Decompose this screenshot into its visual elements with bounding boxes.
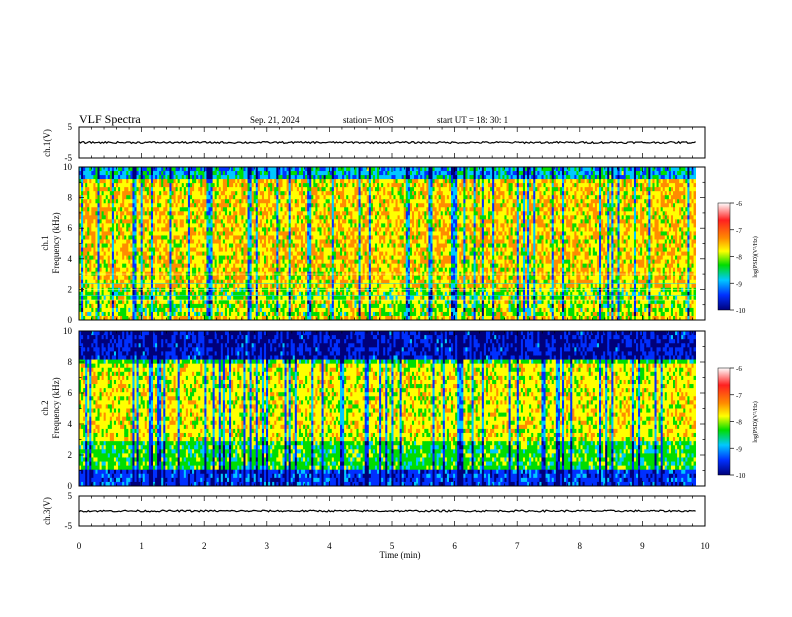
y-tick-label: 4 [68,419,73,429]
x-tick-label: 3 [265,541,270,551]
y-tick-label: 5 [68,491,73,501]
ch2-spectrogram-image [79,331,705,486]
x-tick-label: 10 [701,541,711,551]
colorbar-ch2-ticks: -6 -7 -8 -9 -10 [730,365,746,480]
y-tick-label: 4 [68,254,73,264]
y-tick-label: 0 [68,315,73,325]
x-tick-label: 7 [515,541,520,551]
y-tick-label: 5 [68,122,73,132]
ch1-waveform-trace [79,142,696,144]
x-tick-label: 8 [578,541,583,551]
ch1-spectrogram-ylabel-channel: ch.1 [40,235,50,250]
ch2-spectrogram-ylabel-channel: ch.2 [40,400,50,415]
header-start-time: start UT = 18: 30: 1 [437,115,508,125]
colorbar-tick-label: -10 [736,307,746,315]
y-tick-label: 6 [68,388,73,398]
header-date: Sep. 21, 2024 [250,115,300,125]
colorbar-ch1-label: log(PSD)(V²/Hz) [752,236,759,277]
x-tick-label: 2 [202,541,207,551]
y-tick-label: 0 [68,481,73,491]
x-tick-label: 6 [452,541,457,551]
ch1-spectrogram-image [79,167,705,320]
header-station: station= MOS [343,115,394,125]
y-tick-label: -5 [65,521,73,531]
colorbar-tick-label: -9 [736,280,742,288]
x-tick-label: 4 [327,541,332,551]
colorbar-tick-label: -7 [736,392,742,400]
y-tick-label: 2 [68,284,73,294]
x-tick-label: 1 [139,541,144,551]
figure-title: VLF Spectra [79,112,141,126]
y-tick-label: 6 [68,223,73,233]
ch1-waveform-ylabel: ch.1(V) [42,129,52,157]
colorbar-tick-label: -8 [736,254,742,262]
y-tick-label: 2 [68,450,73,460]
colorbar-tick-label: -7 [736,227,742,235]
x-axis-title: Time (min) [380,550,421,560]
colorbar-tick-label: -8 [736,419,742,427]
colorbar-ch1 [718,203,730,310]
colorbar-tick-label: -10 [736,472,746,480]
colorbar-ch2-label: log(PSD)(V²/Hz) [752,401,759,442]
x-tick-label: 9 [640,541,645,551]
x-tick-label: 0 [77,541,82,551]
y-tick-label: 8 [68,357,73,367]
colorbar-tick-label: -6 [736,365,742,373]
y-tick-label: 10 [63,162,73,172]
y-tick-label: 10 [63,326,73,336]
colorbar-ch2 [718,368,730,475]
y-tick-label: -5 [65,153,73,163]
ch3-waveform-trace [79,510,696,512]
colorbar-ch1-ticks: -6 -7 -8 -9 -10 [730,200,746,315]
ch3-waveform-ylabel: ch.3(V) [42,497,52,525]
ch1-spectrogram-ylabel-frequency: Frequency (kHz) [51,212,61,273]
y-tick-label: 8 [68,193,73,203]
colorbar-tick-label: -9 [736,445,742,453]
ch2-spectrogram-ylabel-frequency: Frequency (kHz) [51,377,61,438]
colorbar-tick-label: -6 [736,200,742,208]
